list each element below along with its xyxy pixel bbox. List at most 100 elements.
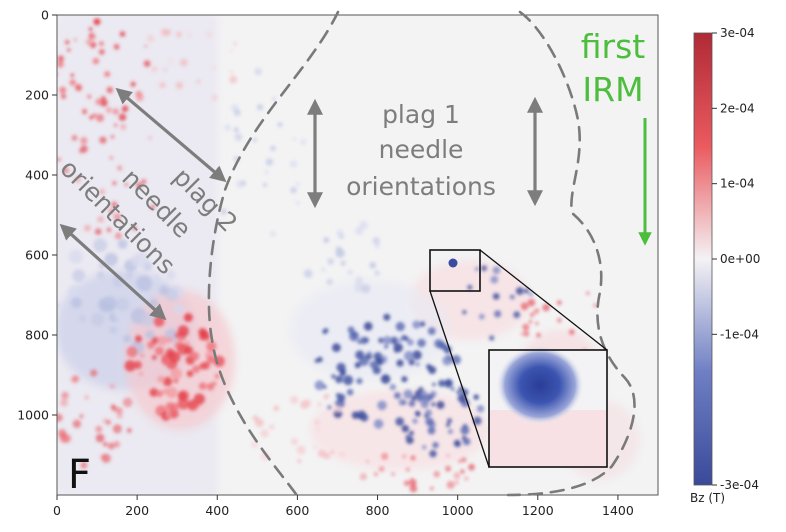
irm-line2: IRM [582, 70, 643, 109]
field-spot [317, 402, 322, 407]
field-spot [111, 405, 118, 412]
field-spot [492, 293, 500, 300]
field-spot [355, 226, 364, 235]
field-spot [273, 405, 280, 412]
field-spot [289, 160, 298, 168]
field-spot [330, 450, 335, 455]
field-spot [166, 336, 173, 343]
field-spot [377, 400, 387, 411]
field-spot [460, 425, 470, 435]
field-spot [233, 127, 239, 133]
field-spot [101, 453, 111, 463]
field-spot [103, 441, 108, 447]
field-spot [64, 40, 70, 45]
field-spot [323, 452, 331, 459]
field-spot [393, 343, 403, 353]
field-spot [164, 358, 172, 366]
field-spot [347, 269, 354, 276]
field-spot [67, 48, 71, 52]
field-spot [183, 313, 193, 322]
field-spot [180, 58, 188, 67]
field-spot [177, 325, 189, 337]
field-spot [113, 311, 122, 320]
field-spot [277, 121, 283, 128]
zoom-box [429, 249, 481, 292]
colorbar-tick-label: 3e-04 [720, 26, 755, 40]
field-spot [398, 398, 406, 406]
field-spot [401, 454, 407, 459]
field-spot [104, 335, 113, 344]
field-spot [112, 181, 117, 186]
field-spot [429, 450, 437, 458]
field-spot [229, 48, 233, 53]
plag1-line2: needle [379, 135, 464, 164]
field-spot [71, 297, 82, 309]
field-spot [147, 35, 154, 42]
field-spot [96, 113, 104, 122]
field-spot [256, 104, 264, 111]
field-spot [434, 339, 444, 349]
colorbar-tick-label: 2e-04 [720, 101, 755, 115]
field-spot [118, 113, 127, 121]
field-spot [57, 72, 59, 76]
field-spot [106, 86, 114, 94]
field-spot [415, 362, 420, 367]
field-spot [99, 136, 107, 144]
field-spot [95, 433, 105, 443]
field-spot [192, 365, 200, 374]
field-spot [139, 371, 144, 376]
field-spot [401, 424, 409, 433]
field-spot [417, 338, 426, 348]
field-spot [374, 270, 380, 276]
field-spot [57, 413, 63, 422]
field-spot [212, 65, 217, 70]
field-spot [100, 95, 106, 101]
field-spot [159, 82, 166, 88]
field-spot [568, 329, 575, 335]
field-spot [74, 176, 81, 183]
field-spot [354, 276, 364, 285]
field-spot [401, 376, 408, 383]
field-spot [166, 386, 178, 399]
field-spot [252, 415, 259, 422]
field-spot [427, 426, 436, 435]
field-spot [169, 402, 179, 412]
field-spot [126, 346, 138, 358]
field-spot [454, 480, 459, 485]
field-spot [322, 329, 328, 335]
field-spot [409, 430, 414, 436]
field-spot [206, 355, 215, 364]
field-spot [63, 167, 69, 174]
field-spot [109, 383, 116, 389]
field-spot [101, 295, 117, 312]
inset-dipole [496, 345, 584, 425]
field-spot [202, 361, 210, 370]
field-spot [120, 123, 127, 130]
field-spot [165, 348, 175, 358]
field-spot [424, 413, 429, 419]
field-spot [373, 419, 384, 429]
field-spot [148, 136, 152, 140]
field-spot [490, 275, 499, 284]
field-spot [136, 275, 152, 292]
field-spot [140, 312, 155, 327]
field-spot [105, 419, 111, 425]
field-spot [363, 321, 373, 331]
field-spot [334, 405, 341, 413]
field-spot [509, 294, 515, 300]
field-spot [168, 59, 173, 64]
field-spot [403, 389, 413, 399]
field-spot [462, 310, 467, 315]
field-spot [401, 335, 407, 341]
field-spot [297, 458, 302, 464]
field-spot [450, 387, 455, 391]
y-tick-label: 800 [25, 328, 49, 343]
field-spot [84, 224, 91, 232]
field-spot [395, 321, 405, 332]
field-spot [326, 278, 333, 285]
field-spot [361, 284, 371, 294]
panel-label: F [68, 452, 91, 498]
colorbar-label: Bz (T) [690, 491, 725, 505]
plag1-annotation: plag 1 needle orientations [346, 100, 496, 201]
